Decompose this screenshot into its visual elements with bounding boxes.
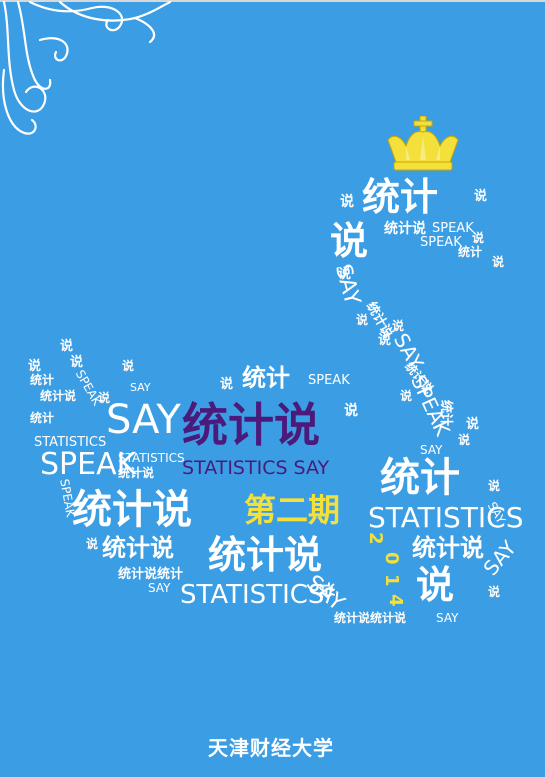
word-shuo: 说	[122, 359, 135, 373]
word-tongji: 统计	[30, 411, 55, 425]
word-speak: SPEAK	[420, 235, 462, 250]
word-tongji: 统计	[362, 175, 439, 219]
word-shuo: 说	[220, 377, 234, 392]
word-tongjishuo: 统计说	[72, 487, 192, 533]
year-digit: 2	[365, 532, 386, 545]
crown-icon	[387, 116, 459, 171]
year-digit: 0	[381, 552, 402, 565]
word-say: SAY	[329, 261, 365, 308]
word-speak: SPEAK	[40, 447, 137, 482]
word-shuo: 说	[492, 255, 505, 269]
word-shuo: 说	[356, 313, 369, 327]
word-say: SAY	[148, 581, 171, 595]
word-say: SAY	[436, 611, 459, 625]
word-statistics: STATISTICS	[118, 451, 185, 465]
word-shuo: 说	[488, 585, 501, 599]
word-shuo: 说	[28, 359, 42, 374]
year-digit: 1	[381, 574, 402, 587]
word-tongjishuo-tongjishuo: 统计说统计说	[334, 611, 407, 625]
word-tongjishuo: 统计说	[40, 389, 77, 403]
word-shuo: 说	[86, 537, 99, 551]
word-shuo: 说	[466, 417, 480, 432]
word-shuo: 说	[488, 479, 501, 493]
word-tongji: 统计	[458, 245, 483, 259]
word-statistics: STATISTICS	[368, 501, 524, 534]
word-shuo: 说	[392, 319, 405, 333]
word-tongjishuo: 统计说	[384, 221, 426, 237]
word-shuo: 说	[60, 339, 74, 354]
word-shuo: 说	[330, 219, 369, 263]
word-tongji: 统计	[438, 400, 453, 427]
word-tongji: 统计	[30, 373, 55, 387]
issue-label: 第二期	[244, 491, 341, 529]
word-shuo: 说	[70, 355, 84, 370]
word-tongjishuo: 统计说	[118, 466, 155, 480]
top-border	[0, 0, 545, 2]
year-digit: 4	[385, 594, 406, 607]
word-shuo: 说	[378, 333, 392, 348]
title-cn: 统计说	[182, 398, 320, 452]
word-speak: SPEAK	[432, 221, 474, 236]
word-shuo: 说	[338, 267, 352, 282]
word-tongjishuo-tongji: 统计说统计	[118, 567, 184, 582]
word-shuo: 说	[317, 582, 336, 599]
word-shuo: 说	[458, 433, 471, 447]
word-statistics: STATISTICS	[180, 580, 325, 610]
word-shuo: 说	[416, 563, 455, 607]
word-tongji: 统计	[242, 364, 290, 392]
word-tongjishuo: 统计说	[412, 534, 484, 562]
word-tongjishuo: 统计说	[208, 533, 323, 577]
word-say: SAY	[478, 536, 521, 581]
title-en: STATISTICS SAY	[182, 457, 330, 479]
word-shuo: 说	[472, 231, 485, 245]
word-shuo: 说	[400, 389, 413, 403]
word-shuo: 说	[340, 194, 354, 210]
word-shuo: 说	[344, 403, 358, 419]
word-say: SAY	[420, 443, 443, 457]
word-say: SAY	[106, 397, 181, 443]
word-shuo: 说	[474, 189, 488, 204]
word-shuo: 说	[98, 391, 111, 405]
word-tongji: 统计	[380, 455, 460, 501]
university-name: 天津财经大学	[208, 736, 334, 760]
word-tongjishuo: 统计说	[102, 534, 174, 562]
word-say: SAY	[130, 381, 151, 394]
word-speak: SPEAK	[308, 373, 350, 388]
word-statistics: STATISTICS	[34, 435, 107, 450]
swirl-ornament	[1, 0, 172, 135]
